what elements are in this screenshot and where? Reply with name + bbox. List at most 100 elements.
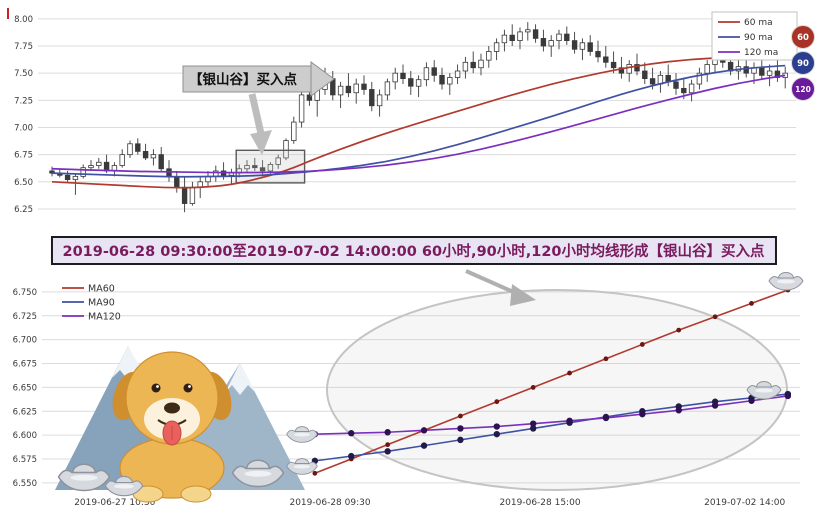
candle — [462, 61, 469, 72]
candle — [400, 72, 406, 80]
top-candlestick-chart: 8.00 7.75 7.50 7.25 7.00 6.75 6.50 6.25 【银山谷】买入点… — [14, 11, 815, 215]
marker-MA120 — [711, 402, 719, 409]
marker-MA90 — [493, 430, 500, 438]
y-tick-label: 6.50 — [14, 178, 33, 188]
marker-MA60 — [676, 327, 682, 333]
candle — [634, 64, 640, 72]
x-tick-label: 2019-06-28 09:30 — [289, 498, 370, 508]
candle — [493, 42, 500, 52]
dog-icon — [112, 351, 232, 503]
candle — [688, 83, 695, 94]
ma-lines — [51, 56, 786, 189]
legend-label: MA90 — [88, 298, 115, 309]
candle — [361, 83, 367, 90]
marker-MA120 — [348, 430, 355, 437]
candle — [540, 38, 547, 47]
candle — [150, 154, 157, 159]
ma-badge-120 — [791, 77, 815, 101]
candle — [119, 154, 125, 166]
top-legend: 60 ma 90 ma 120 ma — [711, 11, 798, 61]
candle — [275, 157, 281, 165]
y-tick-label: 6.675 — [13, 360, 37, 370]
candle — [228, 172, 235, 176]
candle — [72, 175, 79, 181]
dog-mountain-illustration — [55, 346, 305, 503]
candle — [564, 33, 570, 41]
candle — [174, 175, 180, 188]
y-tick-label: 6.575 — [13, 455, 37, 465]
marker-MA120 — [566, 417, 573, 424]
x-tick-label: 2019-06-28 15:00 — [499, 498, 580, 508]
candle — [96, 161, 102, 166]
candle — [681, 87, 687, 94]
ma-badge-60 — [791, 25, 815, 49]
candle — [447, 77, 453, 85]
candle — [774, 70, 781, 78]
candle — [556, 33, 562, 41]
candle — [337, 85, 344, 96]
candle — [618, 67, 625, 74]
silver-ingot-icon — [104, 475, 144, 497]
marker-MA90 — [529, 425, 537, 432]
candle — [439, 74, 445, 85]
candle — [181, 186, 188, 204]
silver-ingot-icon — [746, 381, 782, 400]
candle — [673, 81, 679, 89]
candle — [298, 94, 305, 123]
y-tick-label: 6.25 — [14, 205, 33, 215]
marker-MA60 — [603, 356, 609, 362]
candle — [587, 42, 593, 52]
candle — [642, 70, 648, 80]
banner-arrow-icon — [465, 269, 536, 306]
marker-MA90 — [348, 452, 355, 460]
candle — [509, 34, 515, 41]
marker-MA120 — [675, 407, 682, 414]
candle — [415, 79, 422, 87]
marker-MA120 — [420, 427, 428, 434]
candle — [486, 51, 492, 61]
y-tick-label: 7.25 — [14, 96, 33, 106]
candle — [743, 66, 749, 74]
ma-badges: 60 90 120 — [791, 25, 815, 101]
y-tick-label: 6.750 — [13, 288, 37, 298]
ma-line-120ma — [51, 74, 786, 174]
candle — [532, 29, 539, 39]
y-tick-label: 6.550 — [13, 479, 37, 489]
candle — [158, 154, 164, 170]
marker-MA120 — [384, 429, 391, 436]
candle — [766, 70, 773, 76]
candle — [478, 59, 484, 69]
y-tick-label: 8.00 — [14, 15, 33, 25]
marker-MA120 — [748, 397, 755, 404]
candle — [470, 61, 476, 69]
candle — [626, 64, 632, 74]
candle — [267, 164, 274, 172]
line-MA90 — [314, 393, 788, 462]
silver-valley-highlight-box — [235, 149, 306, 184]
candle — [345, 85, 352, 94]
left-edge-mark — [7, 8, 9, 19]
candle — [696, 72, 703, 85]
candle — [142, 150, 149, 159]
buy-point-annotation: 【银山谷】买入点 — [182, 61, 335, 155]
bottom-legend: MA60 MA90 MA120 — [62, 284, 121, 323]
marker-MA60 — [712, 314, 718, 320]
ma-line-60ma — [51, 56, 786, 189]
candle — [517, 31, 523, 41]
candle — [135, 143, 141, 152]
y-tick-label: 6.75 — [14, 151, 33, 161]
ma-badge-label: 120 — [795, 85, 811, 94]
marker-MA60 — [530, 384, 536, 390]
line-MA120 — [314, 395, 788, 435]
candle — [610, 61, 617, 69]
x-tick-label: 2019-06-27 10:30 — [74, 498, 155, 508]
candle — [80, 167, 86, 177]
candle — [548, 40, 554, 47]
legend-label: MA60 — [88, 284, 115, 295]
marker-MA120 — [457, 425, 464, 432]
candle — [649, 78, 656, 85]
marker-MA60 — [458, 413, 463, 419]
candle — [759, 67, 765, 76]
top-grid: 8.00 7.75 7.50 7.25 7.00 6.75 6.50 6.25 — [14, 15, 796, 215]
